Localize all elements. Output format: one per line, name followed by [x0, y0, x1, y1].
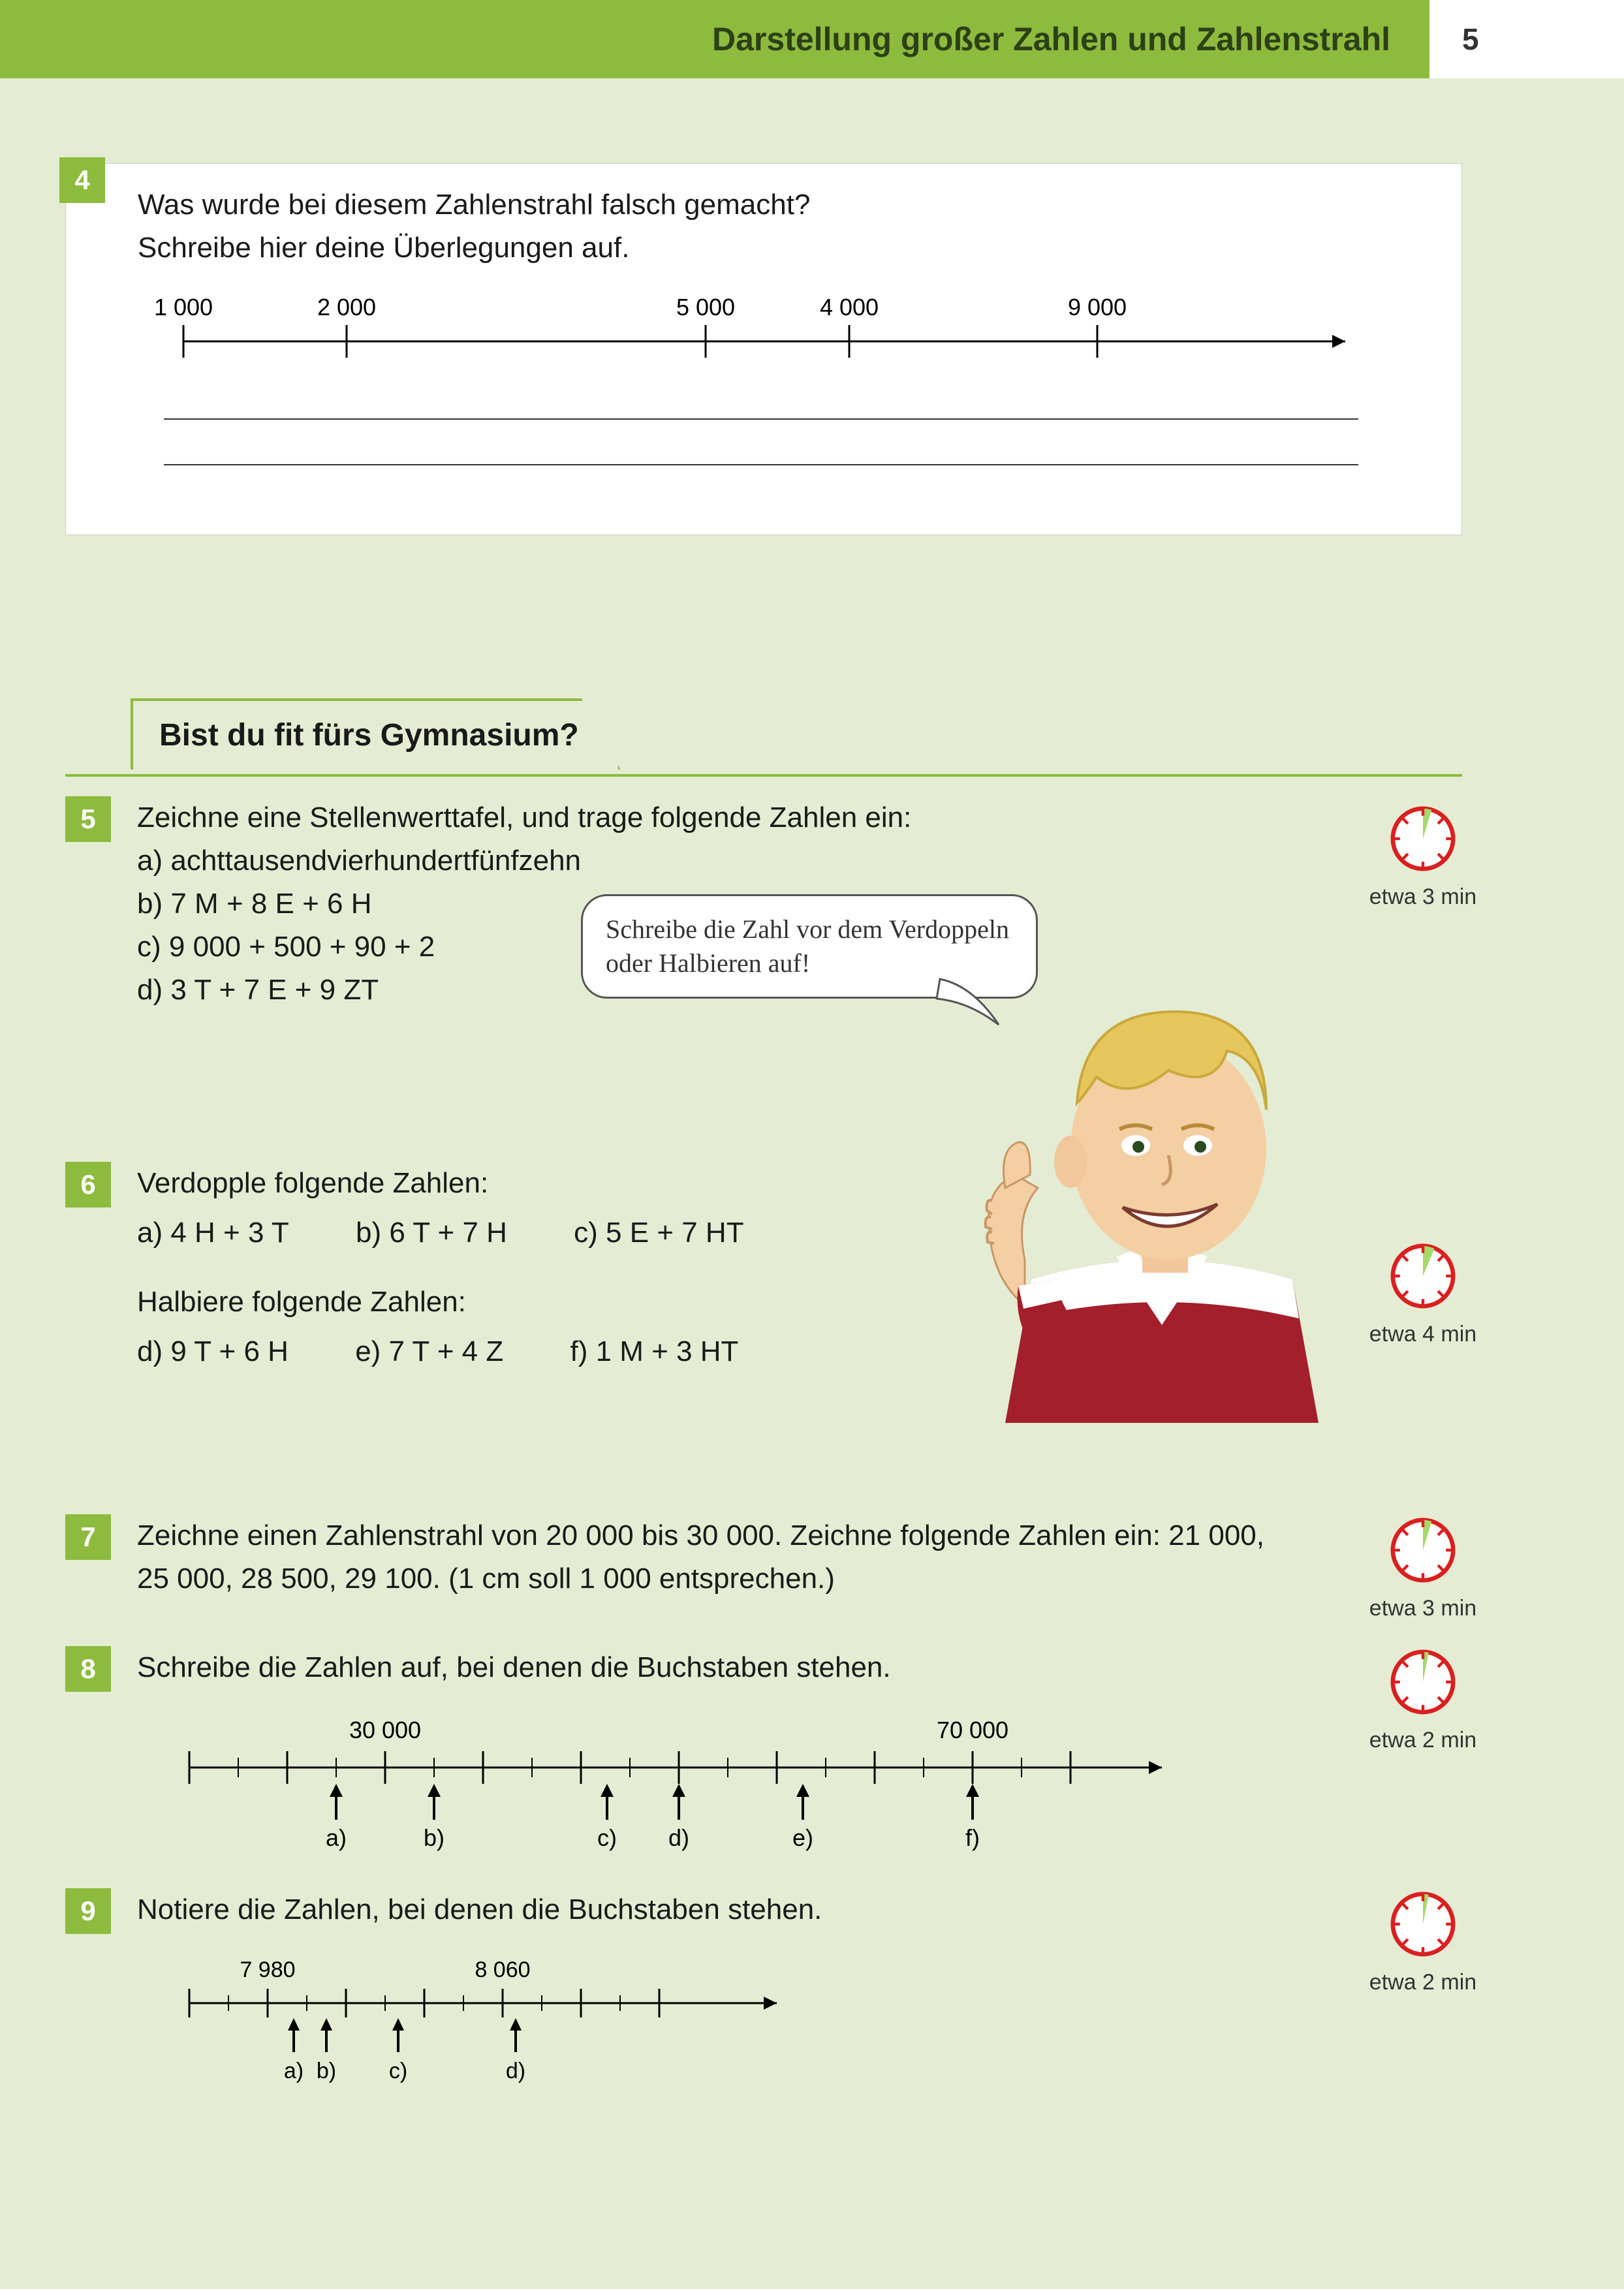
- ex8-time-label: etwa 2 min: [1358, 1728, 1488, 1753]
- fit-header: Bist du fit fürs Gymnasium?: [65, 698, 1462, 783]
- ex7-text: Zeichne einen Zahlenstrahl von 20 000 bi…: [137, 1514, 1279, 1600]
- ex8-text: Schreibe die Zahlen auf, bei denen die B…: [137, 1646, 1436, 1689]
- svg-text:70 000: 70 000: [937, 1717, 1008, 1743]
- clock-icon: [1387, 1646, 1459, 1718]
- fit-header-tab: Bist du fit fürs Gymnasium?: [131, 698, 621, 770]
- exercise-4-panel: 4 Was wurde bei diesem Zahlenstrahl fals…: [65, 163, 1462, 535]
- ex4-numberline: 1 000 2 000 5 000 4 000 9 000: [138, 289, 1378, 374]
- ex9-text: Notiere die Zahlen, bei denen die Buchst…: [137, 1888, 1436, 1931]
- ex6-row2: d) 9 T + 6 H e) 7 T + 4 Z f) 1 M + 3 HT: [137, 1330, 1436, 1373]
- svg-text:b): b): [317, 2059, 336, 2083]
- svg-text:d): d): [668, 1824, 689, 1851]
- svg-text:1 000: 1 000: [154, 294, 213, 320]
- svg-text:b): b): [424, 1824, 445, 1851]
- fit-header-text: Bist du fit fürs Gymnasium?: [159, 718, 579, 753]
- fit-rule: [65, 774, 1462, 777]
- ex6-f: f) 1 M + 3 HT: [570, 1330, 738, 1373]
- ex6-line1: Verdopple folgende Zahlen:: [137, 1162, 1436, 1205]
- fit-section: Bist du fit fürs Gymnasium? 5 Zeichne ei…: [65, 698, 1462, 2098]
- ex5-time-label: etwa 3 min: [1358, 884, 1488, 910]
- svg-text:2 000: 2 000: [317, 294, 376, 320]
- ex9-timer: etwa 2 min: [1358, 1888, 1488, 1995]
- svg-text:30 000: 30 000: [349, 1717, 421, 1743]
- ex5-a: a) achttausendvierhundertfünfzehn: [137, 839, 1436, 882]
- ex8-numberline: 30 000 70 000 a) b) c) d) e) f): [163, 1709, 1208, 1859]
- ex6-time-label: etwa 4 min: [1358, 1322, 1488, 1347]
- page-number: 5: [1462, 22, 1479, 57]
- page-number-box: 5: [1429, 0, 1624, 78]
- svg-text:c): c): [389, 2059, 407, 2083]
- header-bar: Darstellung großer Zahlen und Zahlenstra…: [0, 0, 1429, 78]
- ex6-c: c) 5 E + 7 HT: [574, 1211, 743, 1254]
- clock-icon: [1387, 1514, 1459, 1586]
- svg-text:9 000: 9 000: [1068, 294, 1127, 320]
- svg-text:a): a): [284, 2059, 304, 2083]
- svg-text:a): a): [326, 1824, 347, 1851]
- ex6-a: a) 4 H + 3 T: [137, 1211, 289, 1254]
- exercise-8: 8 Schreibe die Zahlen auf, bei denen die…: [65, 1646, 1462, 1862]
- ex6-row1: a) 4 H + 3 T b) 6 T + 7 H c) 5 E + 7 HT: [137, 1211, 1436, 1254]
- exercise-6: 6 Verdopple folgende Zahlen: a) 4 H + 3 …: [65, 1162, 1462, 1410]
- header-title: Darstellung großer Zahlen und Zahlenstra…: [712, 20, 1390, 58]
- exercise-badge-4: 4: [59, 157, 105, 203]
- answer-line-2[interactable]: [164, 420, 1358, 465]
- ex6-d: d) 9 T + 6 H: [137, 1330, 289, 1373]
- answer-line-1[interactable]: [164, 374, 1358, 420]
- exercise-badge-8: 8: [65, 1646, 111, 1692]
- svg-text:d): d): [506, 2059, 525, 2083]
- ex7-time-label: etwa 3 min: [1358, 1596, 1488, 1621]
- worksheet-page: Darstellung großer Zahlen und Zahlenstra…: [0, 0, 1624, 2289]
- ex8-timer: etwa 2 min: [1358, 1646, 1488, 1753]
- svg-text:8 060: 8 060: [475, 1957, 530, 1982]
- exercise-9: 9 Notiere die Zahlen, bei denen die Buch…: [65, 1888, 1462, 2098]
- ex5-timer: etwa 3 min: [1358, 803, 1488, 910]
- ex4-question-line2: Schreibe hier deine Überlegungen auf.: [138, 226, 1411, 270]
- exercise-7: 7 Zeichne einen Zahlenstrahl von 20 000 …: [65, 1514, 1462, 1600]
- exercise-4-content: Was wurde bei diesem Zahlenstrahl falsch…: [138, 183, 1411, 465]
- ex6-timer: etwa 4 min: [1358, 1240, 1488, 1347]
- svg-text:c): c): [597, 1824, 617, 1851]
- svg-text:f): f): [965, 1824, 980, 1851]
- ex7-timer: etwa 3 min: [1358, 1514, 1488, 1621]
- ex6-line2: Halbiere folgende Zahlen:: [137, 1281, 1436, 1324]
- exercise-badge-5: 5: [65, 796, 111, 842]
- svg-text:7 980: 7 980: [240, 1957, 295, 1982]
- ex8-numberline-wrap: 30 000 70 000 a) b) c) d) e) f): [163, 1709, 1436, 1862]
- ex6-b: b) 6 T + 7 H: [356, 1211, 507, 1254]
- exercise-badge-7: 7: [65, 1514, 111, 1560]
- ex4-question-line1: Was wurde bei diesem Zahlenstrahl falsch…: [138, 183, 1411, 226]
- ex6-e: e) 7 T + 4 Z: [355, 1330, 503, 1373]
- clock-icon: [1387, 1240, 1459, 1312]
- exercise-badge-9: 9: [65, 1888, 111, 1934]
- ex9-numberline: 7 980 8 060 a) b) c) d): [163, 1951, 816, 2094]
- ex9-numberline-wrap: 7 980 8 060 a) b) c) d): [163, 1951, 1436, 2098]
- clock-icon: [1387, 803, 1459, 875]
- ex9-time-label: etwa 2 min: [1358, 1970, 1488, 1995]
- svg-text:4 000: 4 000: [820, 294, 879, 320]
- svg-text:e): e): [792, 1824, 813, 1851]
- ex5-intro: Zeichne eine Stellenwerttafel, und trage…: [137, 796, 1436, 839]
- exercise-5: 5 Zeichne eine Stellenwerttafel, und tra…: [65, 796, 1462, 1070]
- exercise-badge-6: 6: [65, 1162, 111, 1207]
- svg-text:5 000: 5 000: [676, 294, 735, 320]
- clock-icon: [1387, 1888, 1459, 1960]
